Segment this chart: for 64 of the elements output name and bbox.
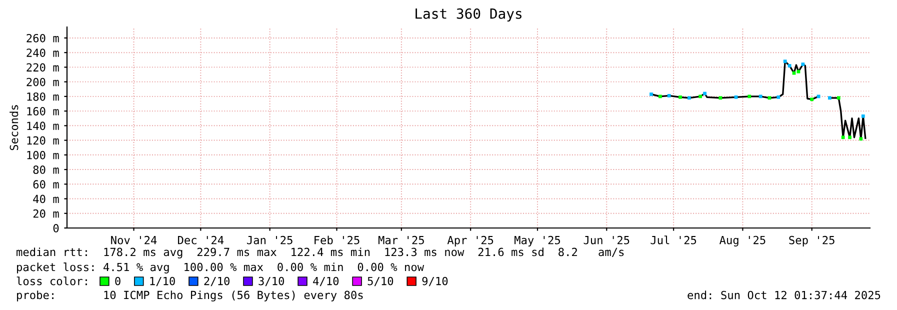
text: probe: 10 ICMP Echo Pings (56 Bytes) every 80s — [17, 290, 363, 302]
x-tick-label: Nov '24 — [111, 236, 157, 244]
x-tick-label: May '25 — [514, 236, 560, 246]
point — [816, 94, 820, 98]
point — [718, 96, 722, 100]
point — [748, 94, 752, 98]
point — [848, 136, 852, 140]
x-tick-label: Mar '25 — [378, 236, 424, 244]
x-tick-label: Jul '25 — [650, 236, 696, 244]
point — [768, 96, 772, 100]
y-tick-label: 180 m — [27, 92, 59, 101]
y-tick-label: 0 — [53, 224, 59, 232]
point — [698, 94, 702, 98]
y-tick-label: 20 m — [33, 209, 59, 218]
legend-label: 2/10 — [204, 276, 230, 286]
y-tick-label: 120 m — [27, 136, 59, 145]
x-tick-label: Aug '25 — [719, 236, 766, 246]
point — [859, 137, 863, 141]
legend-label: 4/10 — [313, 276, 339, 286]
point — [861, 114, 865, 118]
point — [783, 60, 787, 64]
y-tick-label: 240 m — [26, 48, 59, 57]
point — [801, 62, 805, 66]
point — [776, 95, 780, 99]
y-tick-label: 100 m — [27, 150, 59, 160]
x-tick-label: Apr '25 — [447, 236, 494, 246]
point — [687, 96, 691, 100]
y-tick-label: 160 m — [27, 107, 59, 116]
point — [788, 64, 792, 68]
point — [796, 70, 800, 74]
x-tick-label: Sep '25 — [789, 236, 834, 246]
x-tick-label: Feb '25 — [314, 236, 360, 244]
chart-title: Last 360 Days — [416, 8, 522, 22]
legend-label: 3/10 — [258, 276, 284, 286]
y-tick-label: 60 m — [33, 180, 59, 189]
x-tick-label: Dec '24 — [178, 236, 224, 244]
point — [650, 92, 653, 96]
y-tick-label: 200 m — [26, 78, 59, 86]
y-axis-title: Seconds — [10, 105, 18, 150]
point — [836, 96, 840, 100]
point — [810, 98, 814, 102]
point — [841, 136, 845, 140]
text: end: Sun Oct 12 01:37:44 2025 — [688, 290, 880, 300]
y-tick-label: 80 m — [33, 166, 59, 174]
text: packet loss: 4.51 % avg 100.00 % max 0.00 % min 0.00 % now — [17, 262, 424, 274]
x-tick-label: Jan '25 — [247, 236, 292, 244]
point — [667, 94, 671, 98]
legend-label: 9/10 — [422, 276, 448, 286]
y-tick-label: 40 m — [33, 194, 59, 204]
point — [703, 92, 706, 96]
legend-label: 0 — [115, 276, 120, 286]
text: median rtt: 178.2 ms avg 229.7 ms max 122.4 ms min 123.3 ms now 21.6 ms sd 8.2 am/s — [16, 248, 624, 258]
legend-label: 1/10 — [150, 276, 175, 286]
y-tick-label: 140 m — [27, 122, 59, 130]
legend-label: 5/10 — [368, 276, 394, 286]
y-tick-label: 260 m — [26, 34, 59, 42]
legend-title: loss color: — [16, 276, 87, 286]
point — [758, 94, 762, 98]
point — [734, 95, 738, 99]
y-tick-label: 220 m — [26, 63, 59, 72]
point — [678, 95, 682, 99]
point — [658, 94, 662, 98]
x-tick-label: Jun '25 — [584, 236, 630, 244]
point — [828, 96, 832, 100]
